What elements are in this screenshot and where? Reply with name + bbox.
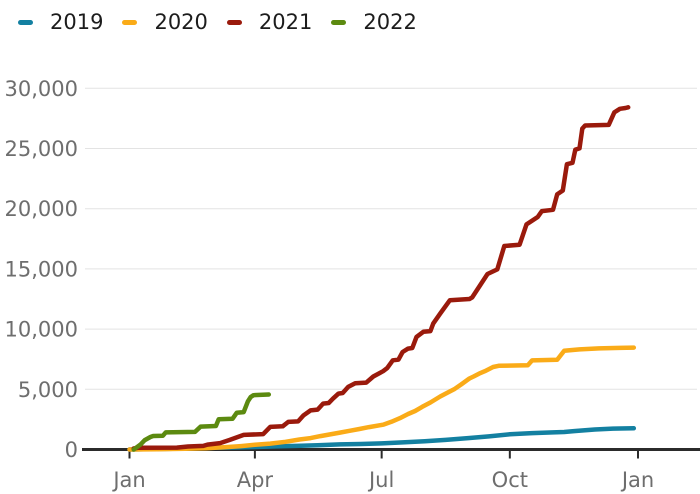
- legend-label: 2019: [50, 10, 104, 34]
- legend-swatch: [18, 19, 33, 25]
- y-axis-label: 15,000: [5, 257, 78, 281]
- y-axis-label: 20,000: [5, 197, 78, 221]
- legend-swatch: [226, 19, 242, 25]
- x-axis-label: Jul: [367, 468, 394, 492]
- x-axis-label: Apr: [237, 468, 274, 492]
- series-line-2021: [131, 105, 631, 451]
- legend-item-2021: 2021: [226, 10, 313, 34]
- series-line-2022: [131, 392, 272, 452]
- y-axis-label: 10,000: [5, 318, 78, 342]
- legend-label: 2021: [258, 10, 313, 34]
- legend-swatch: [331, 19, 347, 25]
- y-axis-label: 5,000: [18, 378, 78, 402]
- legend-item-2022: 2022: [331, 10, 417, 34]
- y-axis-label: 30,000: [5, 77, 78, 101]
- x-axis-label: Jan: [620, 468, 654, 492]
- y-axis-label: 0: [65, 438, 78, 462]
- legend-label: 2022: [363, 10, 417, 34]
- y-axis-label: 25,000: [5, 137, 78, 161]
- x-axis-label: Oct: [492, 468, 528, 492]
- series-line-2020: [127, 345, 637, 452]
- legend-item-2020: 2020: [122, 10, 208, 34]
- legend-swatch: [122, 19, 138, 25]
- chart-legend: 2019 2020 2021 2022: [18, 10, 417, 34]
- x-axis-label: Jan: [111, 468, 145, 492]
- legend-label: 2020: [154, 10, 208, 34]
- legend-item-2019: 2019: [18, 10, 103, 34]
